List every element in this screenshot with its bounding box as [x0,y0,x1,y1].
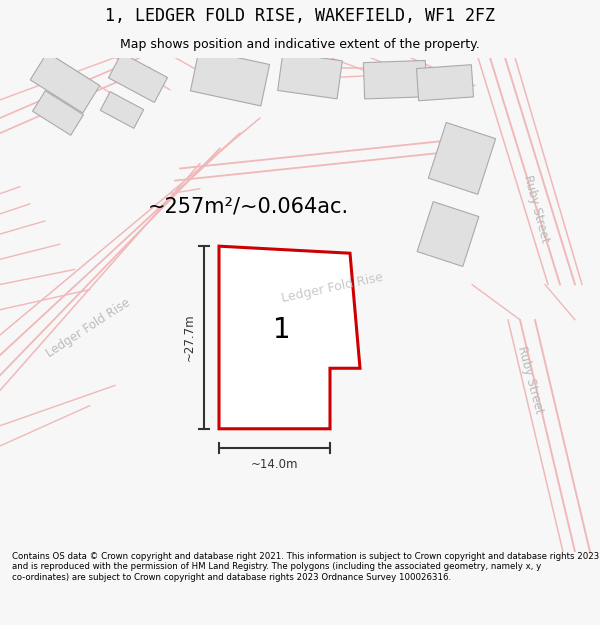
Text: ~27.7m: ~27.7m [183,314,196,361]
Text: Ruby Street: Ruby Street [521,174,551,244]
Polygon shape [109,53,167,102]
Polygon shape [190,49,269,106]
Text: ~14.0m: ~14.0m [251,458,298,471]
Polygon shape [238,290,323,366]
Text: Ledger Fold Rise: Ledger Fold Rise [44,296,133,360]
Polygon shape [30,52,100,113]
Text: Map shows position and indicative extent of the property.: Map shows position and indicative extent… [120,38,480,51]
Text: Contains OS data © Crown copyright and database right 2021. This information is : Contains OS data © Crown copyright and d… [12,552,599,582]
Polygon shape [32,91,83,135]
Polygon shape [416,64,473,101]
Polygon shape [100,92,144,128]
Polygon shape [219,246,360,429]
Text: Ruby Street: Ruby Street [515,345,545,416]
Text: ~257m²/~0.064ac.: ~257m²/~0.064ac. [148,197,349,217]
Polygon shape [364,61,427,99]
Polygon shape [428,122,496,194]
Text: 1: 1 [273,316,291,344]
Text: Ledger Fold Rise: Ledger Fold Rise [280,271,384,304]
Polygon shape [417,202,479,266]
Text: 1, LEDGER FOLD RISE, WAKEFIELD, WF1 2FZ: 1, LEDGER FOLD RISE, WAKEFIELD, WF1 2FZ [105,7,495,25]
Polygon shape [278,52,343,99]
